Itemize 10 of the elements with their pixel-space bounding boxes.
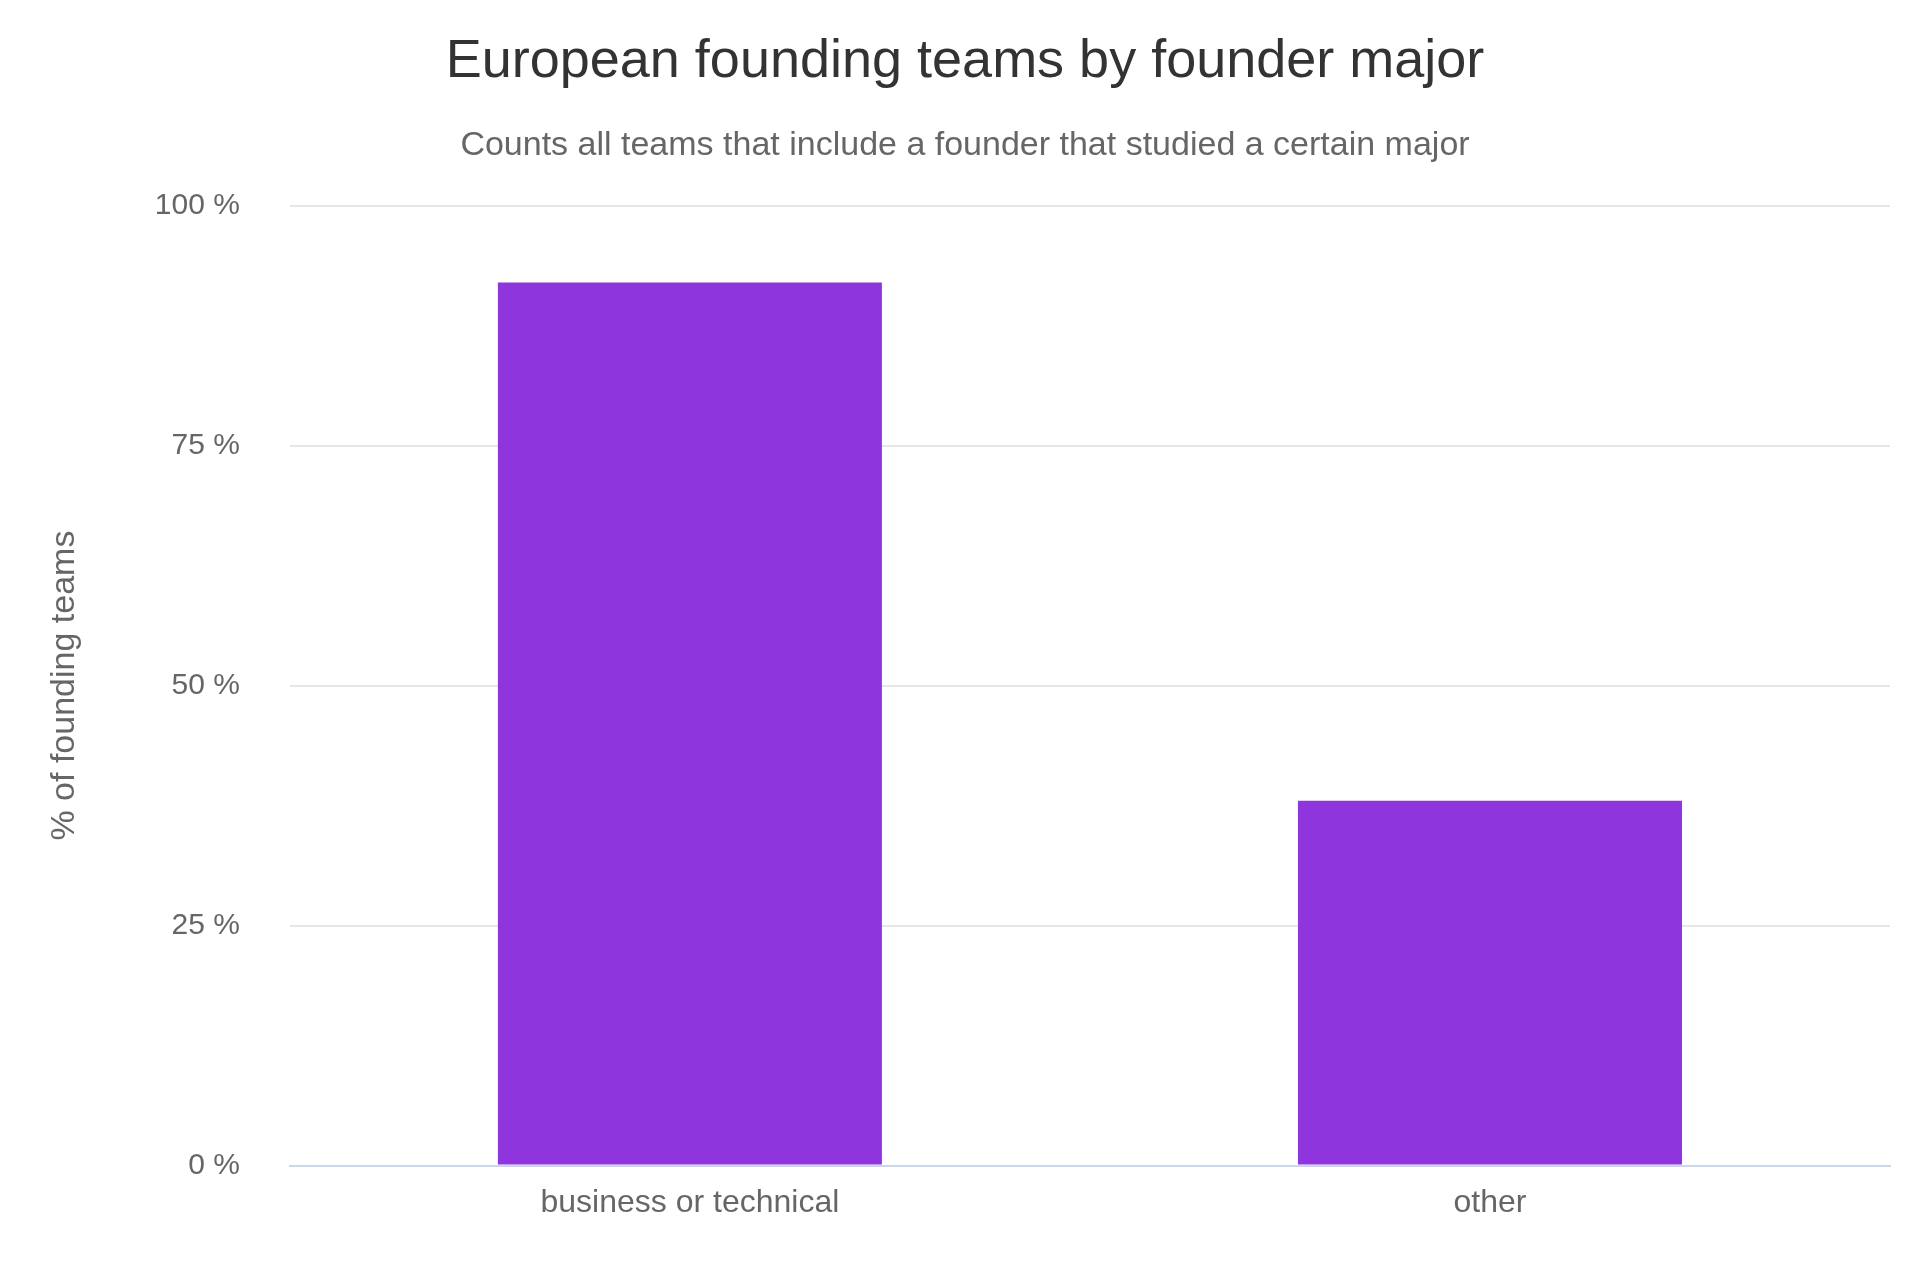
y-tick-label: 50 % [171, 666, 240, 700]
y-tick-label: 25 % [171, 906, 240, 940]
y-tick-label: 0 % [188, 1146, 240, 1180]
chart-subtitle: Counts all teams that include a founder that studied a certain major [460, 123, 1470, 162]
y-tick-label: 75 % [171, 426, 240, 460]
y-axis-title: % of founding teams [42, 530, 81, 841]
chart-title: European founding teams by founder major [445, 28, 1485, 89]
x-tick-label: other [1453, 1182, 1527, 1219]
y-tick-label: 100 % [154, 186, 240, 220]
x-tick-label: business or technical [540, 1182, 840, 1219]
